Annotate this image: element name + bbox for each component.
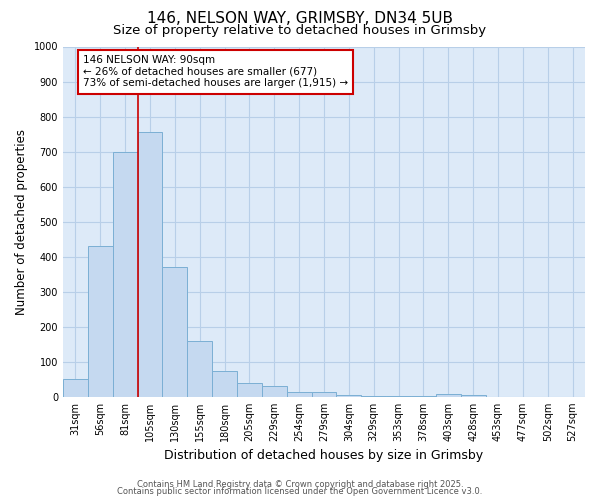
Bar: [337, 395, 361, 397]
Y-axis label: Number of detached properties: Number of detached properties: [15, 128, 28, 314]
Text: 146 NELSON WAY: 90sqm
← 26% of detached houses are smaller (677)
73% of semi-det: 146 NELSON WAY: 90sqm ← 26% of detached …: [83, 56, 348, 88]
Text: Contains HM Land Registry data © Crown copyright and database right 2025.: Contains HM Land Registry data © Crown c…: [137, 480, 463, 489]
Text: 146, NELSON WAY, GRIMSBY, DN34 5UB: 146, NELSON WAY, GRIMSBY, DN34 5UB: [147, 11, 453, 26]
Bar: [461, 396, 485, 397]
Bar: [88, 246, 113, 397]
Bar: [436, 394, 461, 397]
Text: Size of property relative to detached houses in Grimsby: Size of property relative to detached ho…: [113, 24, 487, 37]
Bar: [361, 396, 386, 397]
Bar: [187, 341, 212, 397]
Bar: [237, 384, 262, 397]
Bar: [287, 392, 311, 397]
Bar: [386, 396, 411, 397]
Bar: [212, 370, 237, 397]
Bar: [311, 392, 337, 397]
Text: Contains public sector information licensed under the Open Government Licence v3: Contains public sector information licen…: [118, 487, 482, 496]
Bar: [63, 380, 88, 397]
Bar: [262, 386, 287, 397]
Bar: [137, 132, 163, 397]
X-axis label: Distribution of detached houses by size in Grimsby: Distribution of detached houses by size …: [164, 450, 484, 462]
Bar: [163, 267, 187, 397]
Bar: [113, 152, 137, 397]
